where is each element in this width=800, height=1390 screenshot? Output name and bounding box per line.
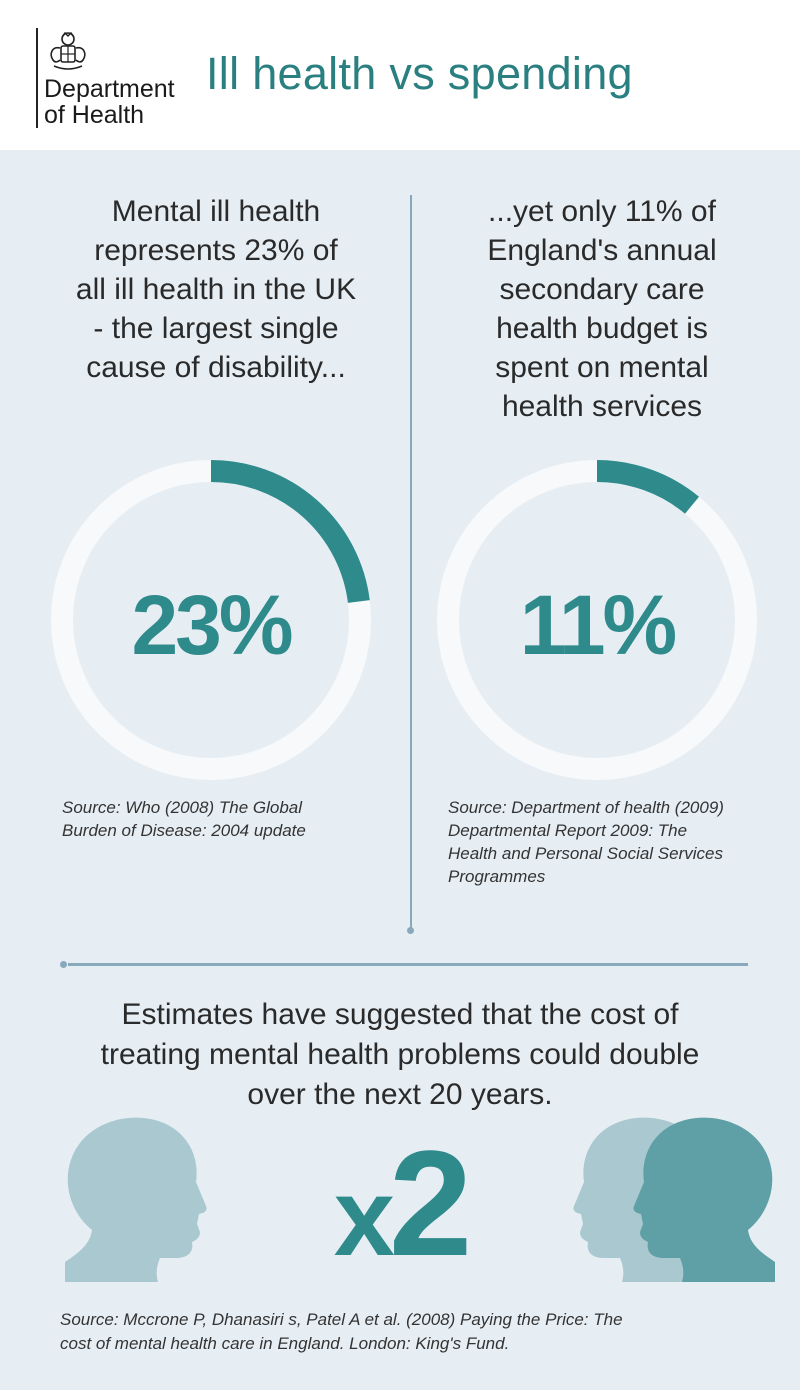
donut-11-percent: 11% [432,455,762,785]
mental-ill-health-statement: Mental ill health represents 23% of all … [75,195,357,384]
ring-arc [51,460,371,780]
source-bottom: Source: Mccrone P, Dhanasiri s, Patel A … [60,1310,623,1353]
double-multiplier: x2 [295,1128,505,1293]
budget-statement: ...yet only 11% of England's annual seco… [487,195,717,423]
department-name: Department of Health [44,75,175,129]
percent-value: 11% [519,577,678,672]
cost-estimate-statement: Estimates have suggested that the cost o… [100,998,700,1111]
logo-rule [36,28,38,128]
source-right: Source: Department of health (2009) Depa… [448,798,724,886]
donut-ring-right [437,460,757,780]
page-title: Ill health vs spending [206,48,633,99]
percent-value: 23% [131,577,293,672]
multiplier-x: x [333,1156,395,1279]
vertical-divider [410,195,412,930]
source-left: Source: Who (2008) The Global Burden of … [62,798,306,840]
vertical-divider-dot [407,927,414,934]
horizontal-divider [68,963,748,966]
royal-coat-of-arms-icon [50,31,86,70]
head-profile-icon [60,1112,210,1282]
header: Department of Health Ill health vs spend… [0,0,800,150]
ring-arc [437,460,757,780]
head-profile-shape [65,1117,207,1282]
horizontal-divider-dot [60,961,67,968]
two-heads-profile-icon [560,1112,780,1282]
donut-ring-left [51,460,371,780]
donut-23-percent: 23% [46,455,376,785]
two-heads-shape [573,1117,775,1282]
multiplier-number: 2 [388,1119,472,1287]
